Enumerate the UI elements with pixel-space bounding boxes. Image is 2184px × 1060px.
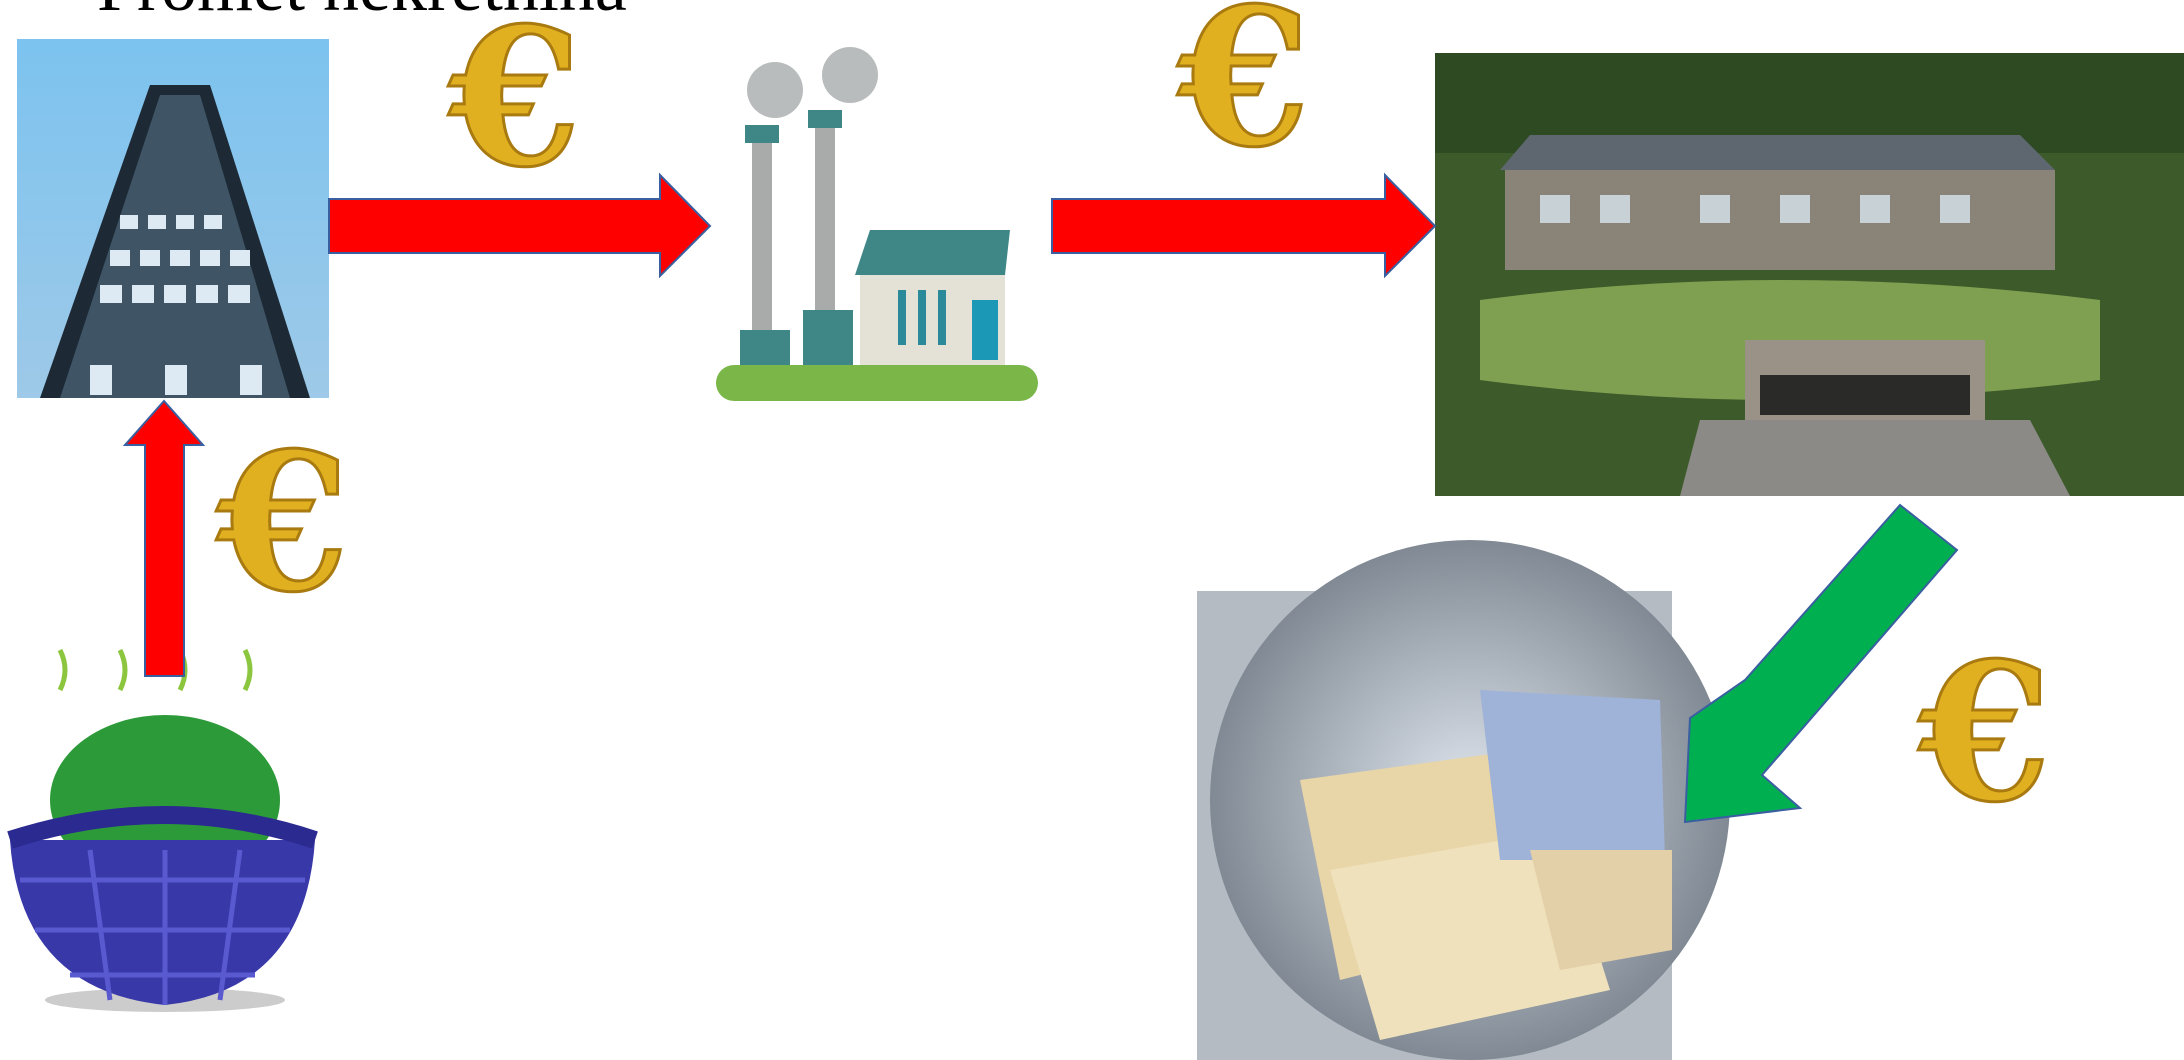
dirty-money-basket-image — [10, 650, 315, 1012]
arrow — [1052, 175, 1435, 276]
euro-symbol: € — [216, 411, 349, 634]
factory-image — [716, 47, 1038, 401]
skyscraper-image — [17, 39, 329, 398]
euro-symbol: € — [448, 0, 581, 209]
euro-symbol: € — [1918, 621, 2051, 844]
mansion-image — [1435, 53, 2184, 496]
euro-symbol: € — [1177, 0, 1310, 189]
arrow — [1685, 505, 1957, 822]
arrow — [125, 401, 203, 676]
diagram: Promet nekretnina — [0, 0, 2184, 1060]
washing-machine-image — [1197, 540, 1730, 1060]
